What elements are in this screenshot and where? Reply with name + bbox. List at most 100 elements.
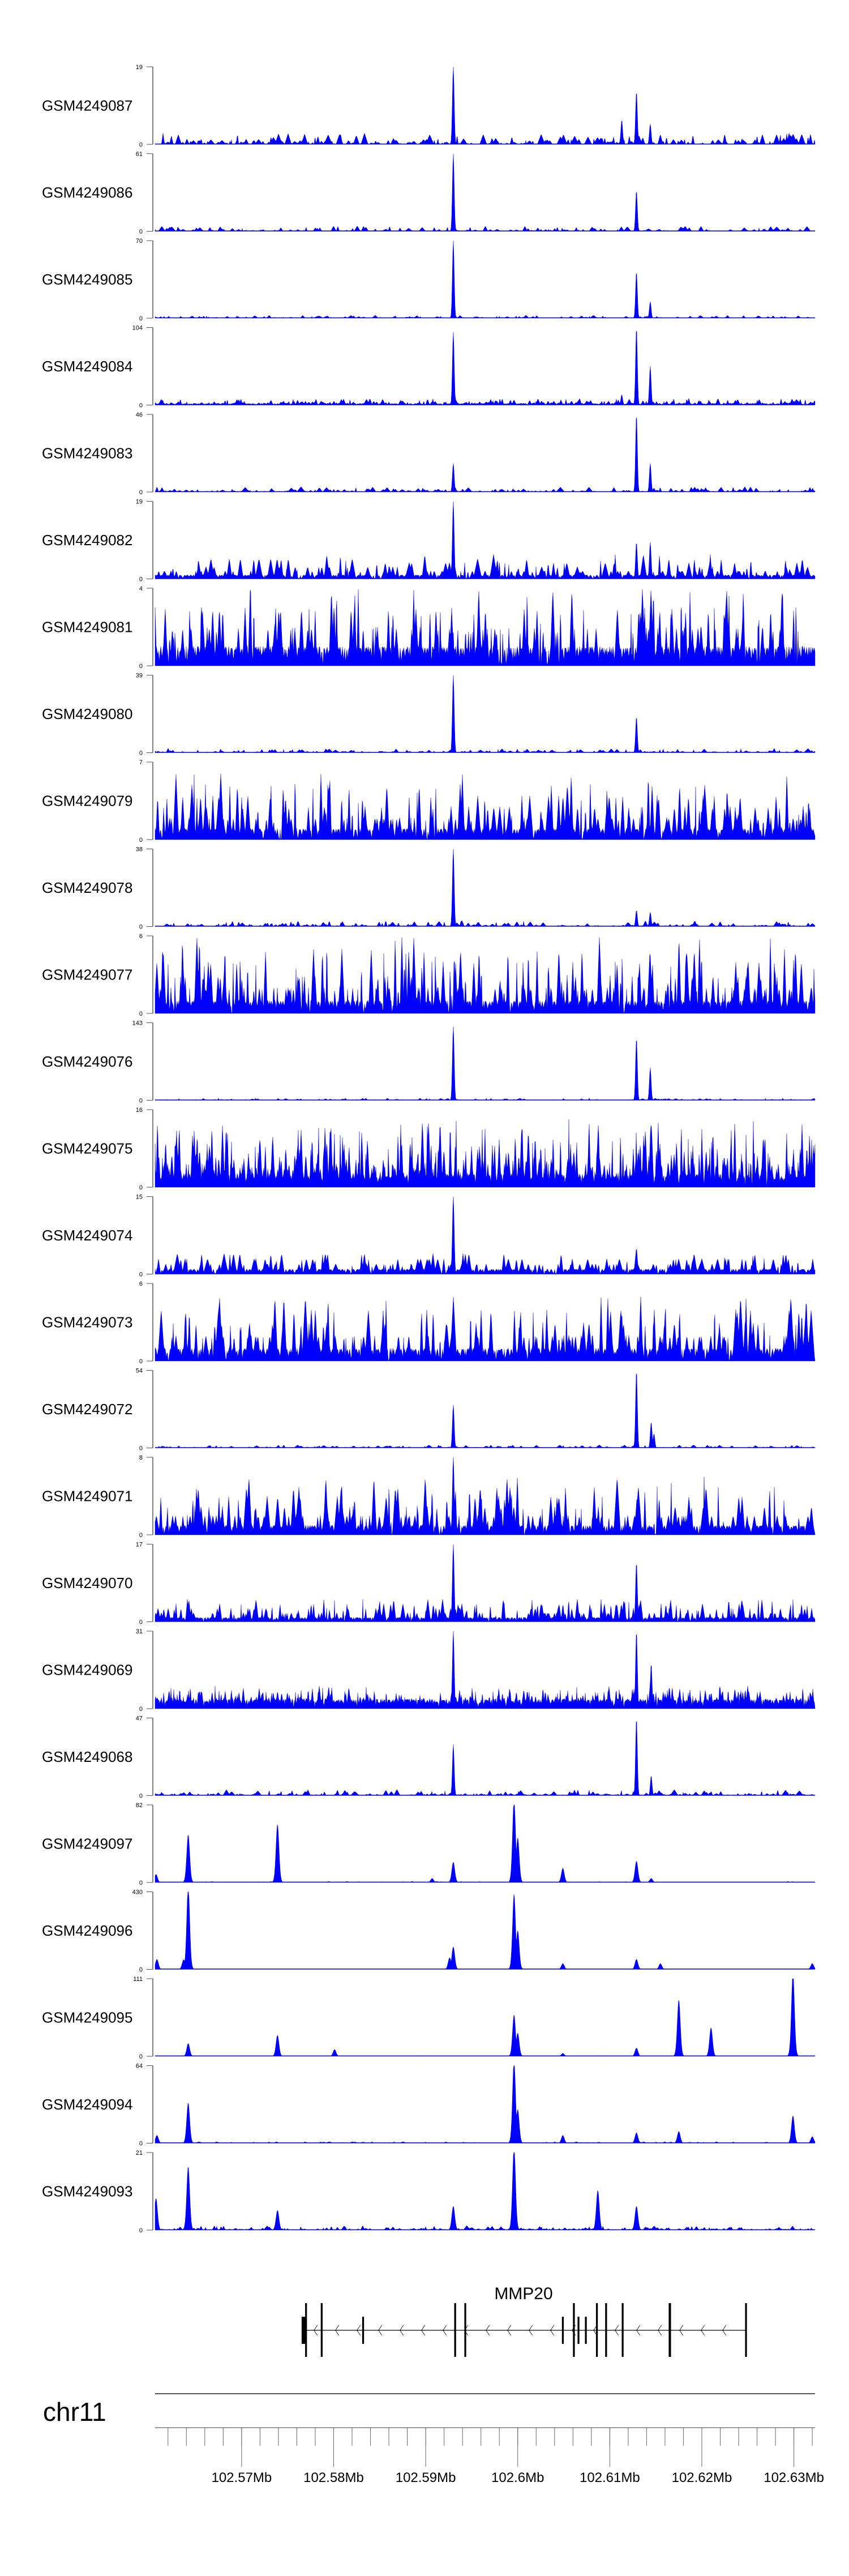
y-min-label: 0 [139, 1880, 143, 1886]
y-min-label: 0 [139, 1098, 143, 1105]
track-label: GSM4249087 [42, 97, 132, 114]
track-GSM4249081: GSM4249081 4 0 [42, 585, 816, 670]
y-max-label: 6 [139, 933, 143, 940]
coverage-area [155, 2152, 816, 2231]
coverage-area [155, 331, 816, 405]
strand-arrow-icon [443, 2325, 447, 2336]
x-tick-label: 102.58Mb [303, 2470, 364, 2485]
y-max-label: 15 [136, 1194, 143, 1201]
y-min-label: 0 [139, 2053, 143, 2060]
y-max-label: 70 [136, 238, 143, 245]
track-GSM4249093: GSM4249093 21 0 [42, 2150, 816, 2234]
utr-exon [362, 2317, 365, 2344]
strand-arrow-icon [357, 2325, 361, 2336]
coverage-area [155, 67, 816, 145]
track-label: GSM4249075 [42, 1140, 132, 1157]
coverage-area [155, 773, 816, 840]
x-tick-label: 102.63Mb [764, 2470, 824, 2485]
y-max-label: 6 [139, 1281, 143, 1287]
coding-exon [454, 2303, 456, 2357]
strand-arrow-icon [701, 2325, 705, 2336]
track-label: GSM4249070 [42, 1574, 132, 1591]
x-tick-label: 102.62Mb [672, 2470, 732, 2485]
y-max-label: 64 [136, 2063, 143, 2070]
coverage-area [155, 1978, 816, 2057]
track-GSM4249073: GSM4249073 6 0 [42, 1281, 816, 1365]
track-GSM4249069: GSM4249069 31 0 [42, 1628, 816, 1713]
coding-exon [668, 2303, 671, 2357]
coverage-area [155, 1457, 816, 1535]
y-max-label: 47 [136, 1715, 143, 1722]
track-GSM4249080: GSM4249080 39 0 [42, 673, 816, 757]
axis-ticks: 102.57Mb 102.58Mb 102.59Mb 102.6Mb 102.61Mb 1… [168, 2428, 824, 2485]
x-tick-label: 102.61Mb [580, 2470, 640, 2485]
utr-exon [301, 2317, 306, 2344]
track-GSM4249079: GSM4249079 7 0 [42, 759, 816, 844]
track-GSM4249075: GSM4249075 16 0 [42, 1107, 816, 1191]
y-max-label: 19 [136, 64, 143, 71]
track-label: GSM4249082 [42, 532, 132, 549]
y-max-label: 111 [133, 1976, 143, 1983]
track-GSM4249074: GSM4249074 15 0 [42, 1194, 816, 1278]
coverage-area [155, 675, 816, 753]
y-max-label: 31 [136, 1628, 143, 1635]
coverage-area [155, 1196, 816, 1274]
gene-label: MMP20 [494, 2284, 552, 2303]
coverage-area [155, 1804, 816, 1883]
strand-arrow-icon [486, 2325, 490, 2336]
y-max-label: 54 [136, 1368, 143, 1375]
y-max-label: 38 [136, 846, 143, 853]
track-GSM4249078: GSM4249078 38 0 [42, 846, 816, 931]
track-GSM4249085: GSM4249085 70 0 [42, 238, 816, 322]
track-label: GSM4249093 [42, 2183, 132, 2200]
track-GSM4249087: GSM4249087 19 0 [42, 64, 816, 148]
coverage-area [155, 849, 816, 927]
y-max-label: 19 [136, 499, 143, 506]
y-max-label: 21 [136, 2150, 143, 2156]
track-GSM4249082: GSM4249082 19 0 [42, 499, 816, 583]
track-GSM4249086: GSM4249086 61 0 [42, 151, 816, 236]
coverage-area [155, 589, 816, 666]
track-label: GSM4249073 [42, 1314, 132, 1331]
coding-exon [605, 2303, 607, 2357]
y-min-label: 0 [139, 403, 143, 409]
track-label: GSM4249083 [42, 445, 132, 462]
strand-arrow-icon [615, 2325, 619, 2336]
coverage-area [155, 1119, 816, 1188]
gene-track: MMP20 [301, 2284, 747, 2357]
y-min-label: 0 [139, 837, 143, 844]
y-max-label: 143 [132, 1020, 143, 1027]
strand-arrow-icon [722, 2325, 727, 2336]
y-min-label: 0 [139, 1011, 143, 1017]
track-label: GSM4249080 [42, 705, 132, 722]
track-GSM4249097: GSM4249097 82 0 [42, 1802, 816, 1886]
y-max-label: 430 [132, 1889, 143, 1896]
x-tick-label: 102.59Mb [396, 2470, 456, 2485]
track-GSM4249070: GSM4249070 17 0 [42, 1542, 816, 1626]
track-label: GSM4249081 [42, 619, 132, 636]
y-max-label: 16 [136, 1107, 143, 1114]
track-label: GSM4249084 [42, 358, 132, 375]
strand-arrow-icon [314, 2325, 318, 2336]
track-label: GSM4249094 [42, 2096, 132, 2113]
y-min-label: 0 [139, 1272, 143, 1278]
strand-arrow-icon [421, 2325, 426, 2336]
track-GSM4249094: GSM4249094 64 0 [42, 2063, 816, 2147]
coding-exon [464, 2303, 466, 2357]
y-max-label: 39 [136, 673, 143, 679]
track-GSM4249095: GSM4249095 111 0 [42, 1976, 816, 2060]
y-max-label: 46 [136, 412, 143, 418]
coverage-area [155, 241, 816, 319]
y-max-label: 8 [139, 1454, 143, 1461]
strand-arrow-icon [400, 2325, 404, 2336]
track-GSM4249068: GSM4249068 47 0 [42, 1715, 816, 1800]
strand-arrow-icon [658, 2325, 662, 2336]
y-min-label: 0 [139, 489, 143, 496]
y-min-label: 0 [139, 750, 143, 757]
track-label: GSM4249076 [42, 1053, 132, 1070]
track-label: GSM4249072 [42, 1401, 132, 1418]
track-GSM4249076: GSM4249076 143 0 [42, 1020, 816, 1105]
track-label: GSM4249074 [42, 1227, 132, 1244]
